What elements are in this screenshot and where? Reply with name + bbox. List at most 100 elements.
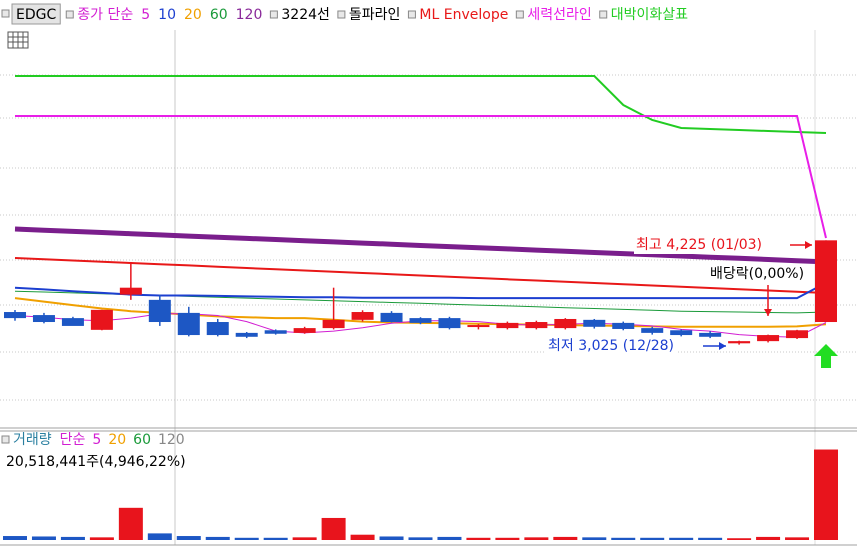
volume-bar xyxy=(582,537,607,540)
volume-bar xyxy=(437,536,462,540)
candle-body xyxy=(786,330,809,339)
buy-arrow xyxy=(814,344,838,368)
volume-title: 거래량 xyxy=(13,432,52,448)
legend-icon xyxy=(337,10,346,19)
volume-bar xyxy=(3,536,27,540)
candle-body xyxy=(496,322,519,329)
annotation: 최저 3,025 (12/28) xyxy=(548,338,674,354)
volume-bar xyxy=(553,536,578,540)
annotation-arrowhead xyxy=(719,342,726,350)
candle-body xyxy=(641,328,664,333)
legend-icon xyxy=(599,10,608,19)
candle-body xyxy=(119,287,142,295)
candle-body xyxy=(351,312,374,320)
volume-bar xyxy=(669,537,694,540)
volume-bar xyxy=(466,537,491,540)
price-grid xyxy=(0,30,857,546)
candle-body xyxy=(32,315,55,323)
candle-body xyxy=(583,319,606,327)
volume-bar xyxy=(292,537,317,540)
legend-label: 20 xyxy=(108,432,126,448)
annotation-arrowhead xyxy=(764,309,772,316)
legend-icon xyxy=(515,10,524,19)
legend-label: 120 xyxy=(236,7,263,23)
legend-icon xyxy=(1,9,10,18)
candle-body xyxy=(293,328,316,333)
legend-label: 10 xyxy=(158,7,176,23)
candle-body xyxy=(525,322,548,329)
table-icon-lines xyxy=(8,32,28,48)
legend-label: 20 xyxy=(184,7,202,23)
volume-bar xyxy=(408,537,433,540)
legend-label: ML Envelope xyxy=(419,7,508,23)
legend-icon xyxy=(269,10,278,19)
legend-icon xyxy=(407,10,416,19)
indicator-line xyxy=(15,75,827,134)
legend-label: 60 xyxy=(133,432,151,448)
legend-label: 세력선라인 xyxy=(527,7,591,23)
ticker: EDGC xyxy=(16,7,56,23)
volume-bar xyxy=(640,537,665,540)
legend-icon xyxy=(1,435,10,444)
volume-bar xyxy=(60,536,85,540)
volume-bar xyxy=(234,537,259,540)
legend-label: 5 xyxy=(141,7,150,23)
candle-body xyxy=(612,322,635,329)
candle-body xyxy=(148,299,171,323)
candle-body xyxy=(264,330,287,334)
indicator-line xyxy=(14,282,827,300)
legend-label: 3224선 xyxy=(281,7,330,23)
volume-bar xyxy=(814,449,838,540)
volume-bar xyxy=(611,537,636,540)
volume-info: 20,518,441주(4,946,22%) xyxy=(6,454,186,470)
volume-bar xyxy=(263,537,288,540)
volume-bar xyxy=(379,536,404,540)
indicator-line xyxy=(14,226,827,265)
volume-bar xyxy=(524,537,549,540)
candle-body xyxy=(815,240,837,323)
legend-label: 120 xyxy=(158,432,185,448)
annotation-arrowhead xyxy=(805,241,812,249)
volume-bar xyxy=(89,537,114,540)
candle-body xyxy=(409,318,432,323)
candle-body xyxy=(670,330,693,336)
volume-bar xyxy=(698,537,723,540)
annotation: 최고 4,225 (01/03) xyxy=(636,237,762,253)
candle-body xyxy=(380,312,403,323)
legend-label: 60 xyxy=(210,7,228,23)
legend-label: 단순 xyxy=(60,432,86,448)
volume-bar xyxy=(147,533,172,540)
legend-label: 5 xyxy=(92,432,101,448)
volume-bar xyxy=(176,536,201,540)
legend-label: 대박이화살표 xyxy=(611,7,688,23)
legend-icon xyxy=(65,10,74,19)
volume-bar xyxy=(205,536,230,540)
indicator-line xyxy=(15,115,827,239)
volume-bar xyxy=(756,536,781,540)
annotation-bg xyxy=(546,337,677,355)
volume-bar xyxy=(785,537,810,540)
volume-bar xyxy=(727,538,752,540)
volume-bar xyxy=(495,537,520,540)
candle-body xyxy=(4,312,26,319)
candle-body xyxy=(235,332,258,337)
candle-body xyxy=(554,318,577,329)
candle-body xyxy=(699,332,722,337)
candle-body xyxy=(728,341,751,344)
candle-body xyxy=(177,312,200,336)
candle-body xyxy=(322,319,345,329)
table-icon[interactable] xyxy=(7,31,29,49)
annotation-bg xyxy=(708,265,807,283)
legend-label: 돌파라인 xyxy=(349,7,401,23)
candle-body xyxy=(438,318,461,329)
legend-label: 종가 단순 xyxy=(77,7,133,23)
candle-body xyxy=(757,335,780,342)
volume-bar xyxy=(321,517,346,540)
candle-body xyxy=(90,309,113,330)
volume-bar xyxy=(118,507,143,540)
candle-body xyxy=(206,322,229,336)
candle-body xyxy=(61,318,84,326)
indicator-line xyxy=(14,257,827,294)
annotation: 배당락(0,00%) xyxy=(710,266,804,282)
